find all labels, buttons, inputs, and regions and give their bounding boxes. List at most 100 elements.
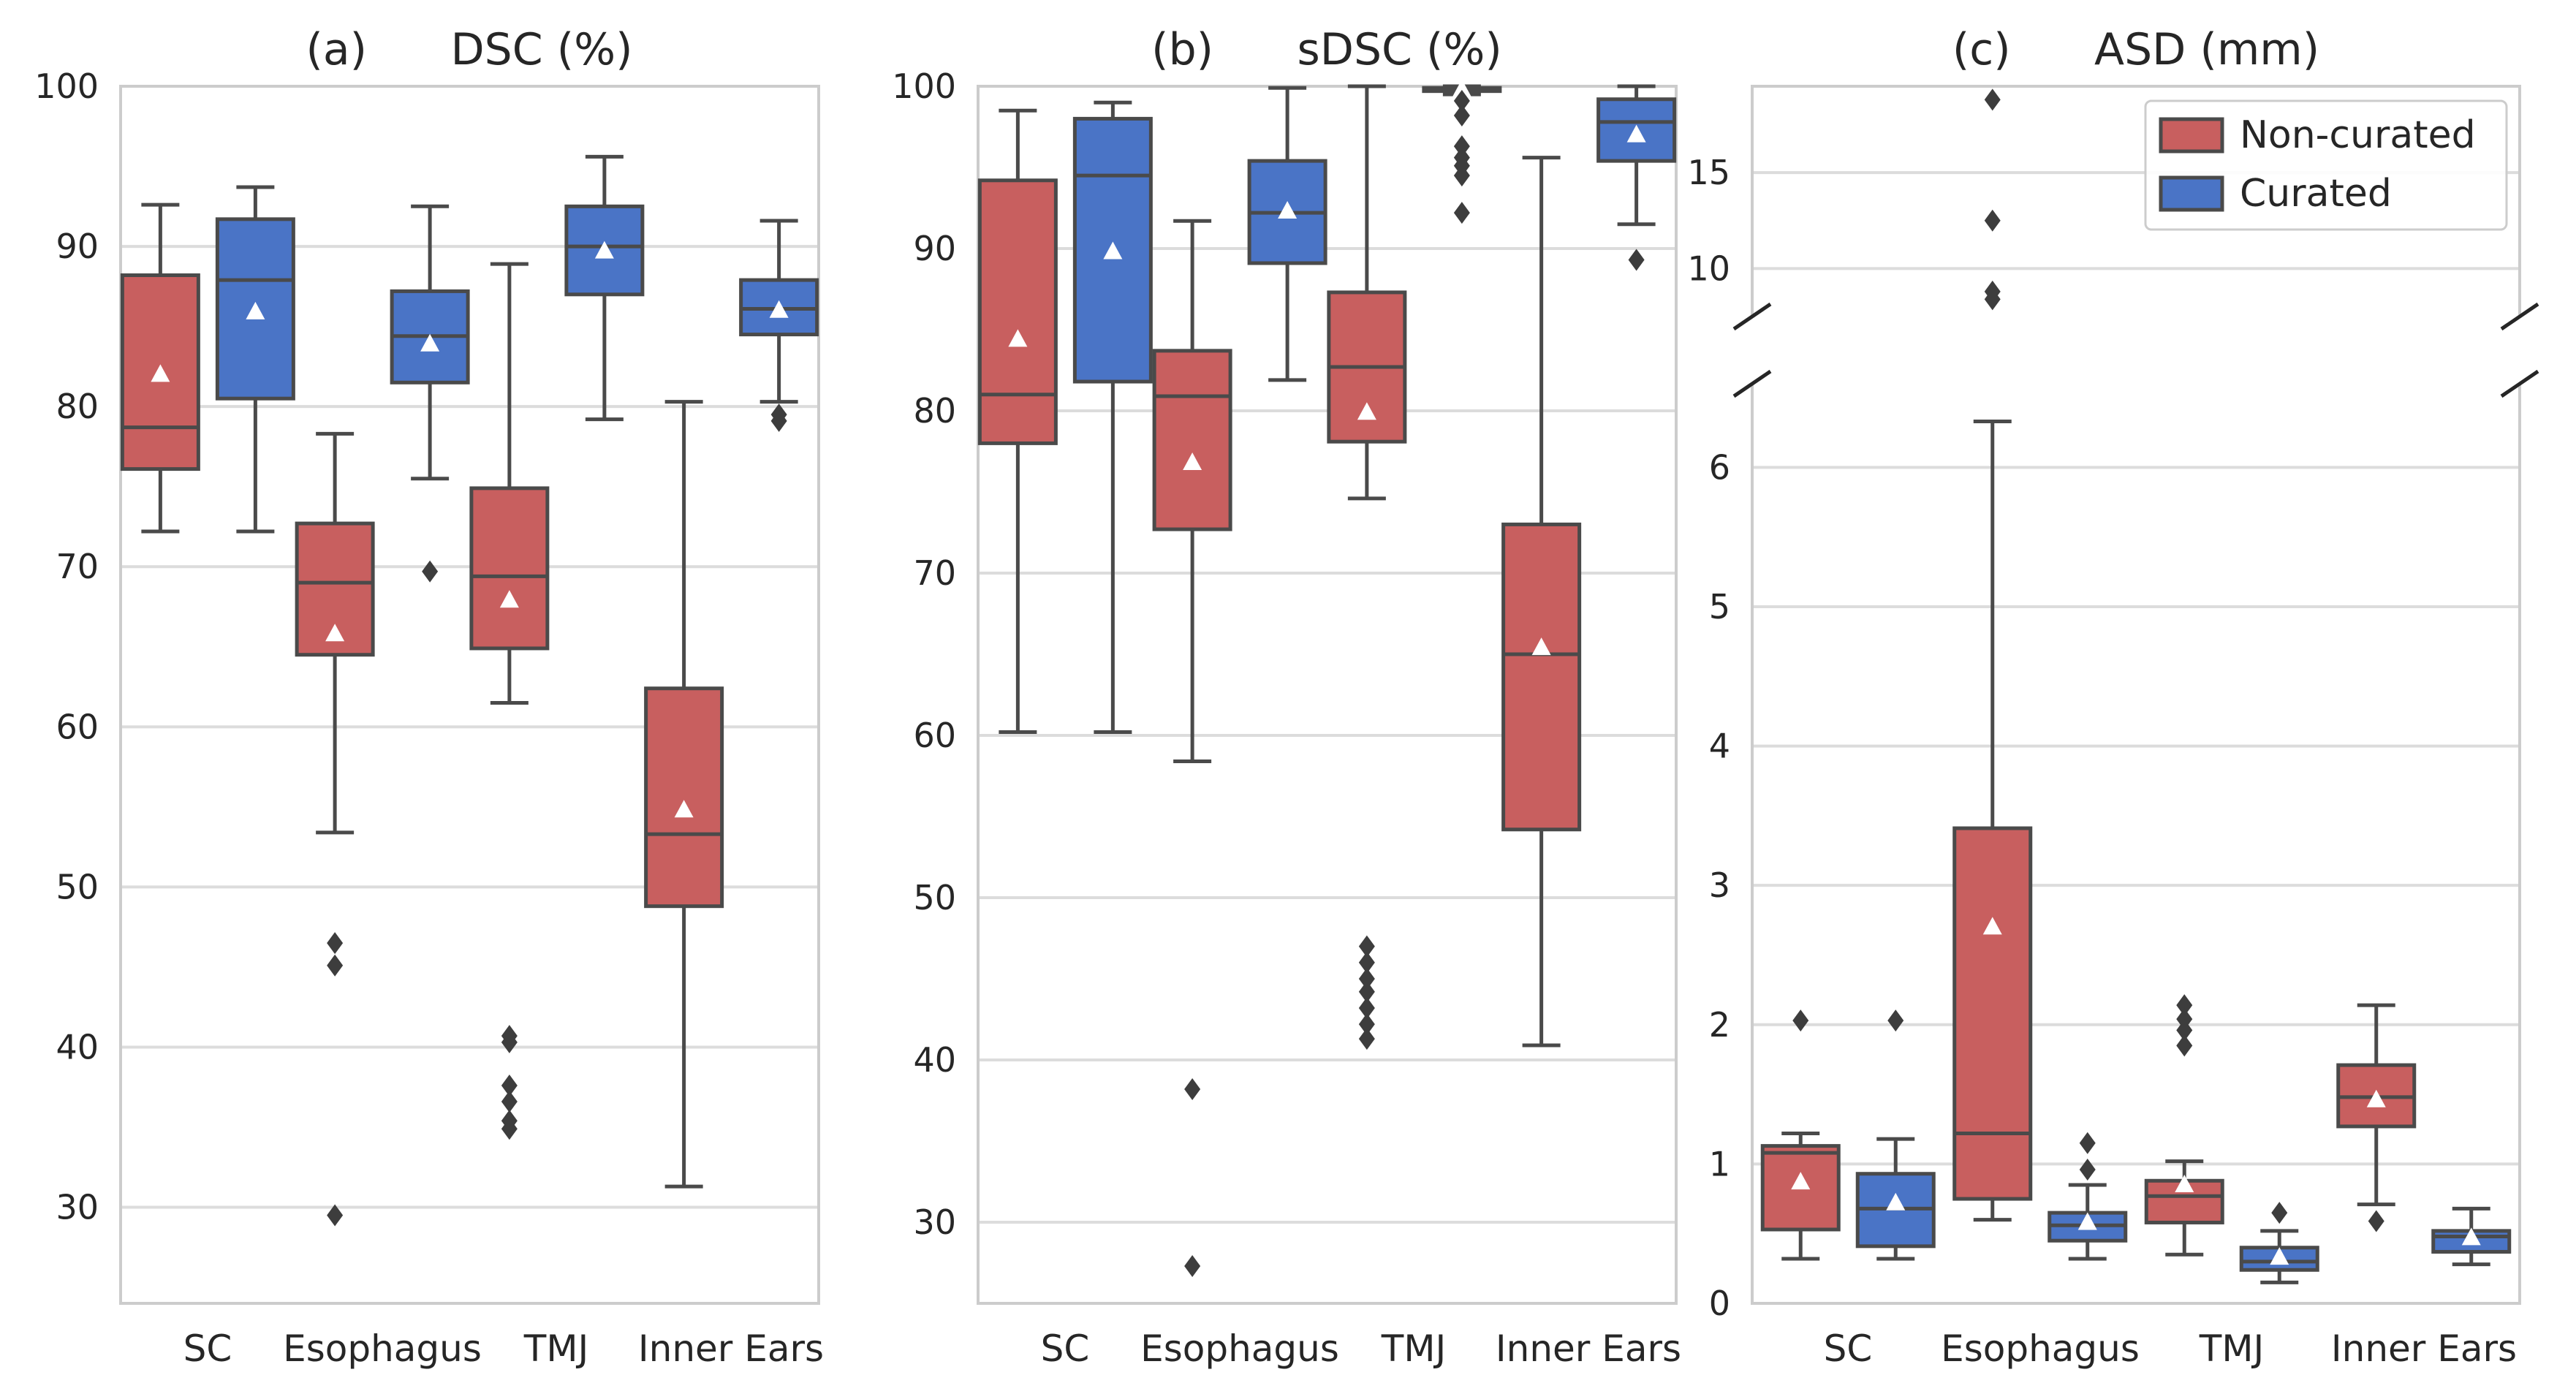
- y-tick-label: 60: [913, 716, 956, 755]
- legend-swatch-non-curated: [2159, 117, 2224, 154]
- mean-marker: [2175, 1174, 2194, 1192]
- outlier-point: [1887, 1009, 1904, 1032]
- y-tick-label: 5: [1709, 587, 1730, 626]
- y-tick-label: 2: [1709, 1005, 1730, 1045]
- mean-marker: [674, 800, 694, 818]
- mean-marker: [499, 590, 519, 608]
- y-tick-label: 100: [892, 67, 956, 106]
- mean-marker: [1791, 1172, 1811, 1190]
- panel-c-x-ticks: SC Esophagus TMJ Inner Ears: [1824, 1327, 2517, 1370]
- y-tick-label: 70: [56, 547, 99, 586]
- y-tick-label: 90: [56, 227, 99, 266]
- y-tick-label: 1: [1709, 1144, 1730, 1183]
- mean-marker: [594, 240, 614, 259]
- outlier-point: [1358, 1028, 1375, 1050]
- outlier-point: [2079, 1159, 2096, 1181]
- mean-marker: [1452, 79, 1471, 97]
- panel-b-x-tick: Inner Ears: [1496, 1327, 1681, 1370]
- y-tick-label: 3: [1709, 865, 1730, 905]
- outlier-point: [501, 1118, 518, 1140]
- legend: Non-curated Curated: [2144, 99, 2508, 231]
- mean-marker: [325, 624, 345, 642]
- y-tick-label: 40: [56, 1027, 99, 1067]
- mean-marker: [1886, 1192, 1906, 1211]
- curated-box: [1422, 79, 1502, 224]
- outlier-point: [1453, 164, 1470, 187]
- y-tick-label: 70: [913, 553, 956, 593]
- axis-break-mark: [2500, 369, 2539, 398]
- iqr-box: [1952, 826, 2033, 1201]
- iqr-box: [469, 486, 550, 651]
- outlier-point: [327, 1204, 344, 1227]
- axis-break-mark: [1732, 302, 1772, 331]
- curated-box: [564, 154, 645, 422]
- non-curated-box: [1327, 84, 1407, 1050]
- y-tick-label: 0: [1709, 1284, 1730, 1323]
- curated-box: [2431, 1206, 2512, 1267]
- mean-marker: [1103, 241, 1123, 260]
- panel-b-boxes: [977, 79, 1677, 1277]
- panel-c-boxes: [1760, 88, 2512, 1284]
- outlier-point: [327, 932, 344, 955]
- legend-frame: [2144, 99, 2508, 231]
- iqr-box: [644, 686, 724, 909]
- outlier-point: [2079, 1132, 2096, 1154]
- panel-c-axis-breaks: [1732, 302, 2539, 398]
- outlier-point: [2368, 1210, 2384, 1232]
- curated-box: [2239, 1202, 2319, 1284]
- legend-label-non-curated: Non-curated: [2240, 113, 2476, 157]
- y-tick-label: 4: [1709, 727, 1730, 766]
- non-curated-box: [1152, 219, 1232, 1277]
- non-curated-box: [977, 108, 1058, 735]
- outlier-point: [1358, 996, 1375, 1019]
- outlier-point: [501, 1031, 518, 1053]
- mean-marker: [1982, 917, 2002, 935]
- mean-marker: [1531, 637, 1551, 656]
- axis-break-mark: [1732, 369, 1772, 398]
- non-curated-box: [644, 400, 724, 1189]
- outlier-point: [2176, 1019, 2193, 1042]
- mean-marker: [1626, 124, 1646, 143]
- panel-c-x-tick: Inner Ears: [2331, 1327, 2517, 1370]
- iqr-box: [977, 178, 1058, 445]
- panel-b-frame: [977, 85, 1678, 1305]
- outlier-point: [1358, 968, 1375, 990]
- mean-marker: [2461, 1227, 2481, 1246]
- y-tick-label: 50: [56, 867, 99, 906]
- panel-c: (c) ASD (mm) 0 1 2 3 4 5 6 10 15 SC Esophagus TM…: [1687, 24, 2539, 1370]
- panel-a-x-tick: SC: [183, 1327, 232, 1370]
- outlier-point: [1984, 209, 2001, 232]
- legend-swatch-curated: [2159, 175, 2224, 212]
- panel-b: (b) sDSC (%) 100 90 80 70 60 50 40 30 SC Esopha…: [892, 24, 1681, 1370]
- curated-box: [1072, 100, 1153, 735]
- y-tick-label: 100: [34, 67, 99, 106]
- non-curated-box: [2336, 1003, 2417, 1232]
- panel-a-x-tick: Esophagus: [283, 1327, 482, 1370]
- outlier-point: [501, 1075, 518, 1097]
- y-tick-label: 6: [1709, 447, 1730, 487]
- curated-box: [1855, 1009, 1936, 1261]
- panel-b-title: (b) sDSC (%): [1151, 24, 1502, 75]
- y-tick-label: 10: [1687, 249, 1730, 288]
- panel-a-y-ticks: 100 90 80 70 60 50 40 30: [34, 67, 99, 1227]
- panel-a-title: (a) DSC (%): [306, 24, 632, 75]
- outlier-point: [1453, 135, 1470, 158]
- outlier-point: [1984, 88, 2001, 111]
- outlier-point: [327, 954, 344, 977]
- y-tick-label: 80: [913, 391, 956, 431]
- mean-marker: [420, 333, 440, 352]
- outlier-point: [1792, 1009, 1809, 1032]
- mean-marker: [2270, 1247, 2289, 1265]
- panel-a-boxes: [120, 154, 819, 1227]
- mean-marker: [246, 301, 265, 319]
- curated-box: [1596, 84, 1677, 271]
- curated-box: [1247, 86, 1327, 382]
- y-tick-label: 90: [913, 229, 956, 268]
- panel-c-x-tick: TMJ: [2199, 1327, 2264, 1370]
- non-curated-box: [1501, 156, 1582, 1048]
- mean-marker: [2077, 1212, 2097, 1230]
- panel-c-y-ticks: 0 1 2 3 4 5 6 10 15: [1687, 153, 1730, 1323]
- outlier-point: [1358, 1013, 1375, 1036]
- outlier-point: [770, 409, 787, 432]
- curated-box: [739, 219, 819, 432]
